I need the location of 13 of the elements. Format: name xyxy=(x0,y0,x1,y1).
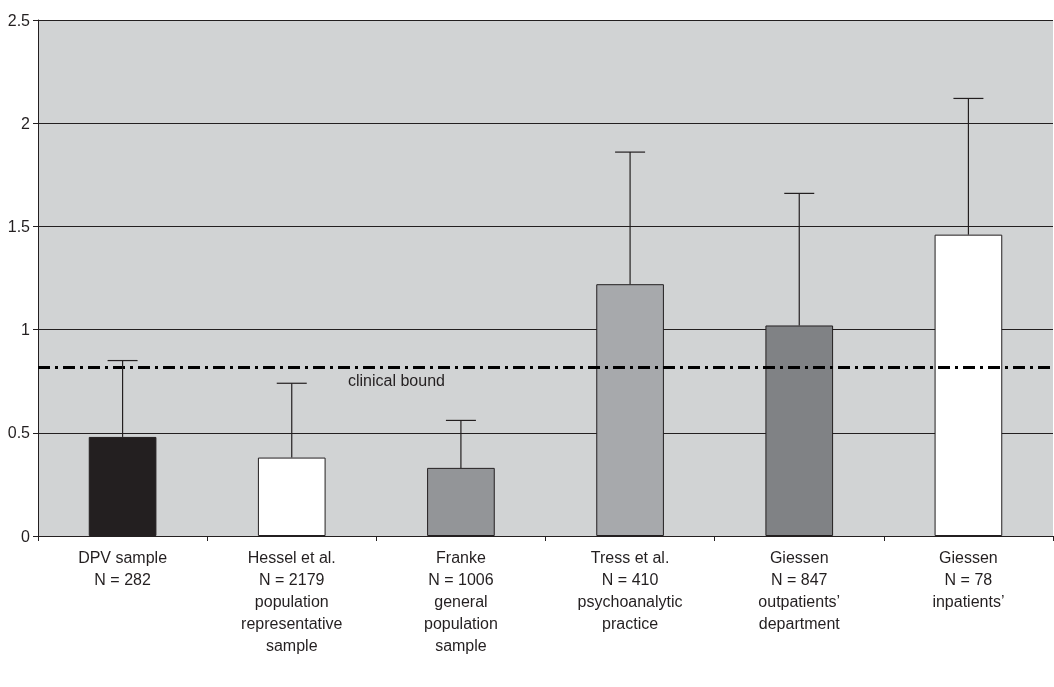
x-tick-label: Franke N = 1006 general population sample xyxy=(423,548,498,654)
y-tick-label: 2.5 xyxy=(7,11,31,29)
x-tick-label: DPV sample N = 282 xyxy=(78,548,168,588)
x-tick-label: Giessen N = 847 outpatients’ department xyxy=(758,548,841,632)
ref-line-label: clinical bound xyxy=(348,372,445,390)
x-tick-label: Giessen N = 78 inpatients’ xyxy=(932,548,1005,610)
y-tick-label: 1 xyxy=(21,321,31,339)
y-tick-label: 0 xyxy=(21,527,31,545)
x-tick-label: Tress et al. N = 410 psychoanalytic practice xyxy=(577,548,683,632)
y-tick-label: 0.5 xyxy=(7,424,31,442)
x-tick-label: Hessel et al. N = 2179 population representative sample xyxy=(241,548,343,654)
y-tick-label: 2 xyxy=(21,114,31,132)
y-tick-label: 1.5 xyxy=(7,217,31,235)
